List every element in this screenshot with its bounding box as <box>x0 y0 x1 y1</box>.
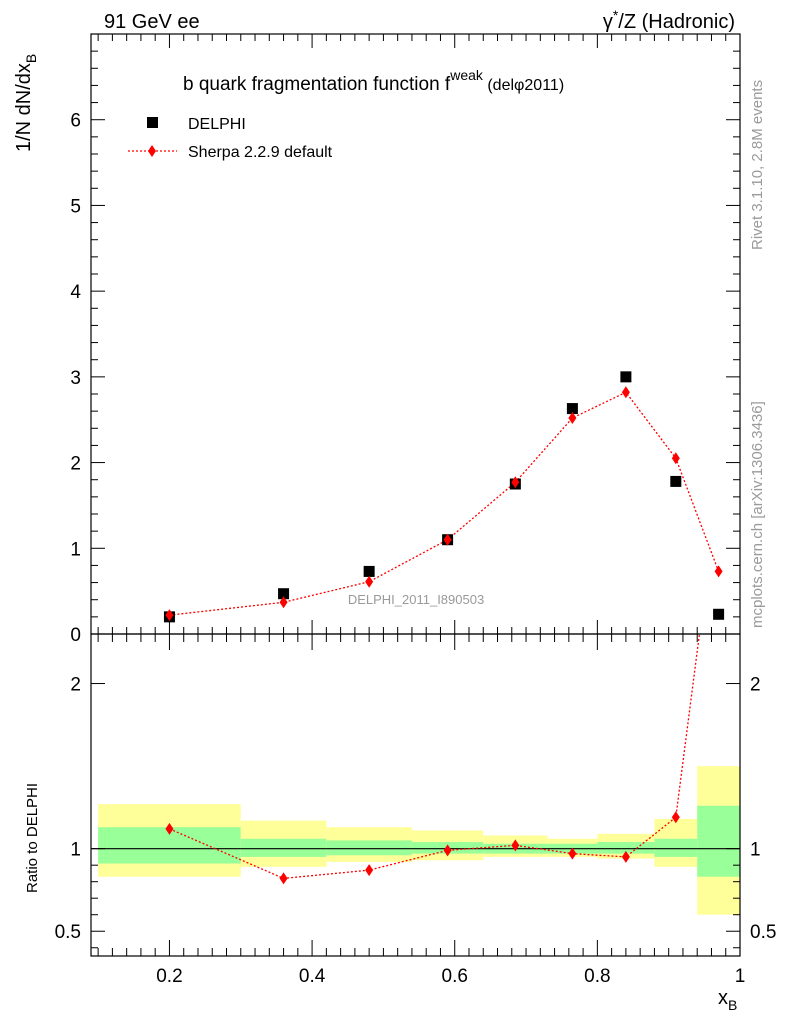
main-ylabel: 1/N dN/dxB <box>13 54 39 152</box>
xtick-label: 0.8 <box>584 966 610 987</box>
xtick-label: 1 <box>735 966 746 987</box>
main-title-suffix: (delφ2011) <box>483 77 564 94</box>
header-right-prefix: γ <box>603 11 613 33</box>
delphi-point <box>713 608 725 620</box>
sherpa-point <box>714 565 723 578</box>
xtick-labels: 0.2 0.4 0.6 0.8 1 <box>156 966 745 987</box>
mcplots-label: mcplots.cern.ch [arXiv:1306.3436] <box>749 401 766 628</box>
sherpa-point <box>511 476 520 489</box>
sherpa-point <box>279 596 288 609</box>
header-right-suffix: /Z (Hadronic) <box>618 11 735 33</box>
sherpa-line <box>169 391 720 616</box>
xtick-label: 0.4 <box>299 966 326 987</box>
main-ytick-label: 4 <box>70 282 81 303</box>
ratio-band-inner <box>240 838 327 857</box>
main-title: b quark fragmentation function fweak (de… <box>183 67 564 95</box>
sherpa-point <box>621 386 630 399</box>
sherpa-point <box>568 412 577 424</box>
ratio-frame <box>90 633 741 957</box>
main-ytick-label: 3 <box>70 368 81 389</box>
ratio-sherpa-point <box>279 872 288 885</box>
main-ytick-label: 5 <box>70 196 81 217</box>
ratio-sherpa-point <box>443 844 452 857</box>
ratio-sherpa-point <box>511 839 520 852</box>
xtick-label: 0.2 <box>156 966 182 987</box>
ratio-band-inner <box>697 805 740 877</box>
sherpa-point <box>165 609 174 622</box>
main-panel: 0 1 2 3 4 5 6 b quark fragmentation function f… <box>13 33 741 646</box>
ratio-ytick-label: 0.5 <box>55 922 81 943</box>
sherpa-point <box>671 452 680 465</box>
header-right: γ*/Z (Hadronic) <box>603 7 735 33</box>
main-data <box>163 371 725 623</box>
ratio-panel: 0.5 0.5 1 1 2 2 0.2 0.4 0.6 0.8 1 Ratio to DELPHI… <box>24 633 777 1013</box>
ratio-band-inner <box>654 838 698 857</box>
main-ylabel-main: 1/N dN/dx <box>13 63 35 152</box>
main-ytick-label: 2 <box>70 454 81 475</box>
ratio-ylabel: Ratio to DELPHI <box>24 783 41 893</box>
delphi-point <box>670 475 682 487</box>
xlabel-main: x <box>718 987 728 1009</box>
ratio-ytick-labels: 0.5 0.5 1 1 2 2 <box>55 675 777 944</box>
delphi-point <box>278 588 290 600</box>
xlabel: xB <box>718 987 737 1013</box>
ratio-ytick-label: 2 <box>70 675 81 696</box>
legend-sherpa-marker <box>148 145 156 157</box>
xtick-label: 0.6 <box>442 966 468 987</box>
ratio-sherpa-point <box>165 822 174 835</box>
ratio-band-inner <box>326 840 412 856</box>
header-left: 91 GeV ee <box>104 11 200 33</box>
sherpa-point <box>365 575 374 588</box>
ratio-sherpa-point <box>568 847 577 860</box>
xlabel-sub: B <box>728 997 737 1013</box>
legend-sherpa-label: Sherpa 2.2.9 default <box>188 144 333 161</box>
main-ytick-label: 6 <box>70 111 81 132</box>
ratio-sherpa-point <box>621 850 630 863</box>
main-ytick-label: 1 <box>70 539 81 560</box>
main-ytick-labels: 0 1 2 3 4 5 6 <box>70 111 81 646</box>
watermark: DELPHI_2011_I890503 <box>348 592 484 607</box>
legend: DELPHI Sherpa 2.2.9 default <box>128 116 333 161</box>
ratio-data <box>165 634 701 885</box>
main-ticks <box>91 33 741 635</box>
ratio-ytick-label-right: 0.5 <box>750 922 776 943</box>
ratio-ytick-label: 1 <box>70 840 81 861</box>
main-title-main: b quark fragmentation function f <box>183 74 451 95</box>
ratio-sherpa-line <box>169 634 701 880</box>
ratio-sherpa-point <box>365 864 374 877</box>
delphi-point <box>620 371 632 383</box>
ratio-bands <box>98 766 740 915</box>
main-ylabel-sub: B <box>23 54 39 63</box>
legend-delphi-marker <box>147 117 158 128</box>
ratio-ytick-label-right: 1 <box>750 840 761 861</box>
ratio-sherpa-point <box>671 811 680 824</box>
delphi-point <box>566 403 578 415</box>
main-title-sup: weak <box>449 67 484 83</box>
sherpa-point <box>443 533 452 546</box>
legend-delphi-label: DELPHI <box>188 116 246 133</box>
ratio-ticks <box>91 634 741 956</box>
ratio-ytick-label-right: 2 <box>750 675 761 696</box>
header-right-sup: * <box>613 7 619 23</box>
rivet-label: Rivet 3.1.10, 2.8M events <box>749 80 766 250</box>
delphi-point <box>363 565 375 577</box>
ratio-band-inner <box>597 842 655 854</box>
main-ytick-label: 0 <box>70 625 81 646</box>
